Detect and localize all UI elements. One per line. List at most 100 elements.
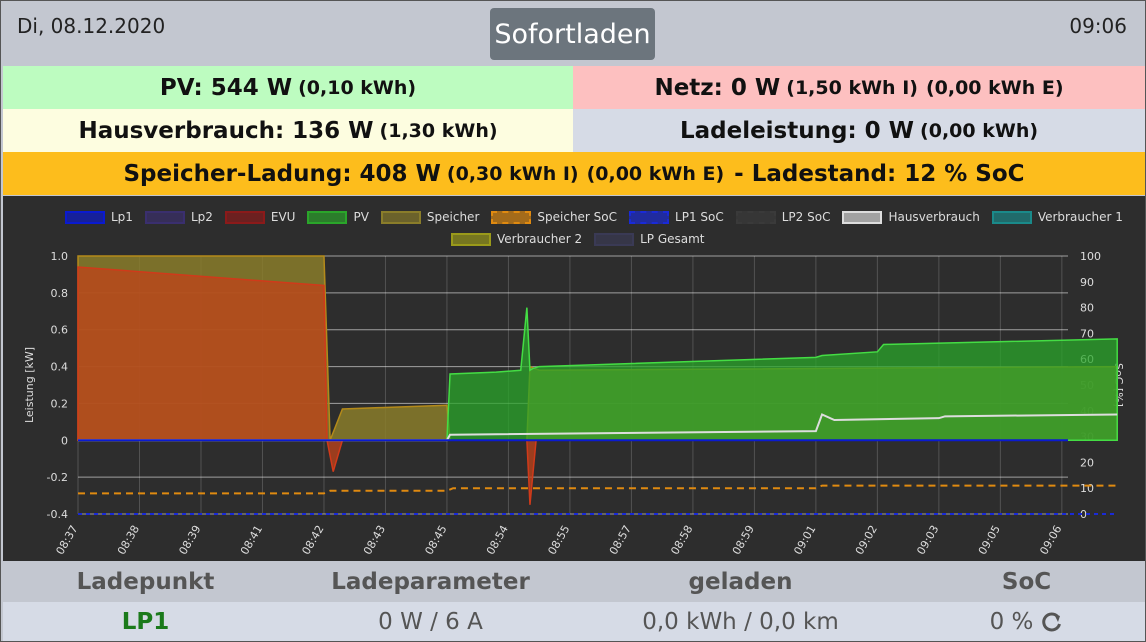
power-chart: 1.00.80.60.40.20-0.2-0.41009080706050403…: [23, 250, 1125, 557]
x-tick-label: 08:54: [484, 523, 511, 557]
lp1-soc: 0 %: [989, 608, 1034, 635]
header-geladen: geladen: [688, 568, 793, 595]
speicher-value: Speicher-Ladung: 408 W: [123, 160, 441, 187]
x-tick-label: 08:39: [176, 523, 203, 557]
legend-item[interactable]: Lp1: [65, 210, 133, 224]
lp1-name[interactable]: LP1: [121, 608, 170, 635]
legend-label: EVU: [270, 210, 296, 224]
legend-item[interactable]: Speicher SoC: [491, 210, 617, 224]
series-evu: [77, 266, 537, 505]
legend-swatch: [991, 210, 1032, 224]
refresh-icon[interactable]: [1041, 611, 1063, 633]
speicher-import: (0,30 kWh I): [446, 162, 579, 185]
x-tick-label: 08:41: [238, 523, 265, 557]
legend-swatch: [380, 210, 421, 224]
legend-item[interactable]: Speicher: [380, 210, 480, 224]
legend-label: Hausverbrauch: [888, 210, 980, 224]
y-tick-label: -0.2: [47, 471, 68, 484]
header-ladepunkt: Ladepunkt: [76, 568, 215, 595]
legend-swatch: [629, 210, 670, 224]
y2-tick-label: 100: [1080, 250, 1101, 263]
legend-item[interactable]: Lp2: [144, 210, 213, 224]
y2-tick-label: 90: [1080, 276, 1094, 289]
x-tick-label: 08:59: [730, 523, 757, 557]
x-tick-label: 09:05: [976, 523, 1003, 557]
series-pv: [78, 307, 1118, 442]
legend-swatch: [144, 210, 185, 224]
y-axis-label: Leistung [kW]: [23, 347, 36, 423]
legend-label: Lp1: [111, 210, 133, 224]
legend-swatch: [307, 210, 348, 224]
x-tick-label: 08:42: [299, 523, 326, 557]
table-row: LP1 0 W / 6 A 0,0 kWh / 0,0 km 0 %: [3, 602, 1145, 641]
x-tick-label: 09:02: [853, 523, 880, 557]
legend-swatch: [735, 210, 776, 224]
x-tick-label: 09:03: [914, 523, 941, 557]
legend-item[interactable]: Hausverbrauch: [842, 210, 980, 224]
legend-swatch: [491, 210, 532, 224]
x-tick-label: 08:38: [115, 523, 142, 557]
netz-import: (1,50 kWh I): [786, 76, 918, 99]
legend-item[interactable]: Verbraucher 1: [991, 210, 1123, 224]
x-tick-label: 09:01: [791, 523, 818, 557]
legend-item[interactable]: Verbraucher 2: [451, 232, 582, 246]
charge-point-table: Ladepunkt Ladeparameter geladen SoC LP1 …: [3, 561, 1145, 641]
series-hausverbrauch: [78, 413, 1118, 442]
y-tick-label: 0.2: [51, 397, 69, 410]
y2-tick-label: 0: [1080, 508, 1087, 521]
x-tick-label: 08:45: [422, 523, 449, 557]
x-tick-label: 08:37: [53, 523, 80, 557]
legend-item[interactable]: LP Gesamt: [594, 232, 705, 246]
haus-info: Hausverbrauch: 136 W (1,30 kWh): [3, 109, 573, 152]
legend-swatch: [451, 232, 491, 246]
time-label: 09:06: [1069, 14, 1127, 38]
x-tick-label: 09:06: [1037, 523, 1064, 557]
y-tick-label: -0.4: [47, 508, 68, 521]
y-tick-label: 0.4: [51, 361, 69, 374]
legend-row-2: Verbraucher 2 LP Gesamt: [451, 232, 717, 246]
legend-label: LP1 SoC: [675, 210, 724, 224]
legend-label: Speicher: [426, 210, 480, 224]
x-tick-label: 08:43: [361, 523, 388, 557]
info-row-1: PV: 544 W (0,10 kWh) Netz: 0 W (1,50 kWh I…: [3, 66, 1145, 109]
x-tick-label: 08:58: [668, 523, 695, 557]
legend-label: LP Gesamt: [640, 232, 705, 246]
legend-swatch: [594, 232, 635, 246]
y2-tick-label: 70: [1080, 327, 1094, 340]
top-bar: Di, 08.12.2020 Sofortladen 09:06: [1, 1, 1145, 66]
netz-value: Netz: 0 W: [654, 74, 781, 101]
netz-export: (0,00 kWh E): [925, 76, 1064, 99]
legend-item[interactable]: LP2 SoC: [735, 210, 831, 224]
lade-energy: (0,00 kWh): [920, 119, 1039, 142]
speicher-export: (0,00 kWh E): [586, 162, 725, 185]
x-tick-label: 08:55: [545, 523, 572, 557]
info-row-3: Speicher-Ladung: 408 W (0,30 kWh I) (0,00 …: [3, 152, 1145, 195]
pv-energy: (0,10 kWh): [298, 76, 417, 99]
legend-item[interactable]: EVU: [224, 210, 296, 224]
speicher-info: Speicher-Ladung: 408 W (0,30 kWh I) (0,00 …: [3, 152, 1145, 195]
date-label: Di, 08.12.2020: [17, 14, 166, 38]
y-tick-label: 0: [61, 434, 68, 447]
table-header: Ladepunkt Ladeparameter geladen SoC: [3, 561, 1145, 602]
legend-label: LP2 SoC: [781, 210, 831, 224]
haus-value: Hausverbrauch: 136 W: [78, 117, 374, 144]
charge-mode-button[interactable]: Sofortladen: [490, 8, 655, 60]
legend-label: PV: [353, 210, 369, 224]
haus-energy: (1,30 kWh): [379, 119, 498, 142]
lp1-charged: 0,0 kWh / 0,0 km: [642, 608, 839, 635]
legend-row-1: Lp1 Lp2 EVU PV Speicher Speicher SoC LP1 SoC LP…: [65, 210, 1135, 224]
lade-value: Ladeleistung: 0 W: [679, 117, 915, 144]
legend-item[interactable]: PV: [307, 210, 369, 224]
legend-swatch: [842, 210, 883, 224]
pv-value: PV: 544 W: [159, 74, 293, 101]
y-tick-label: 1.0: [51, 250, 69, 263]
legend-item[interactable]: LP1 SoC: [629, 210, 724, 224]
chart-area: Lp1 Lp2 EVU PV Speicher Speicher SoC LP1 SoC LP…: [3, 196, 1145, 561]
legend-swatch: [65, 210, 105, 224]
y2-tick-label: 20: [1080, 456, 1094, 469]
y2-tick-label: 10: [1080, 482, 1094, 495]
series-speicher-soc: [78, 484, 1118, 495]
y2-tick-label: 80: [1080, 302, 1094, 315]
lade-info: Ladeleistung: 0 W (0,00 kWh): [573, 109, 1145, 152]
